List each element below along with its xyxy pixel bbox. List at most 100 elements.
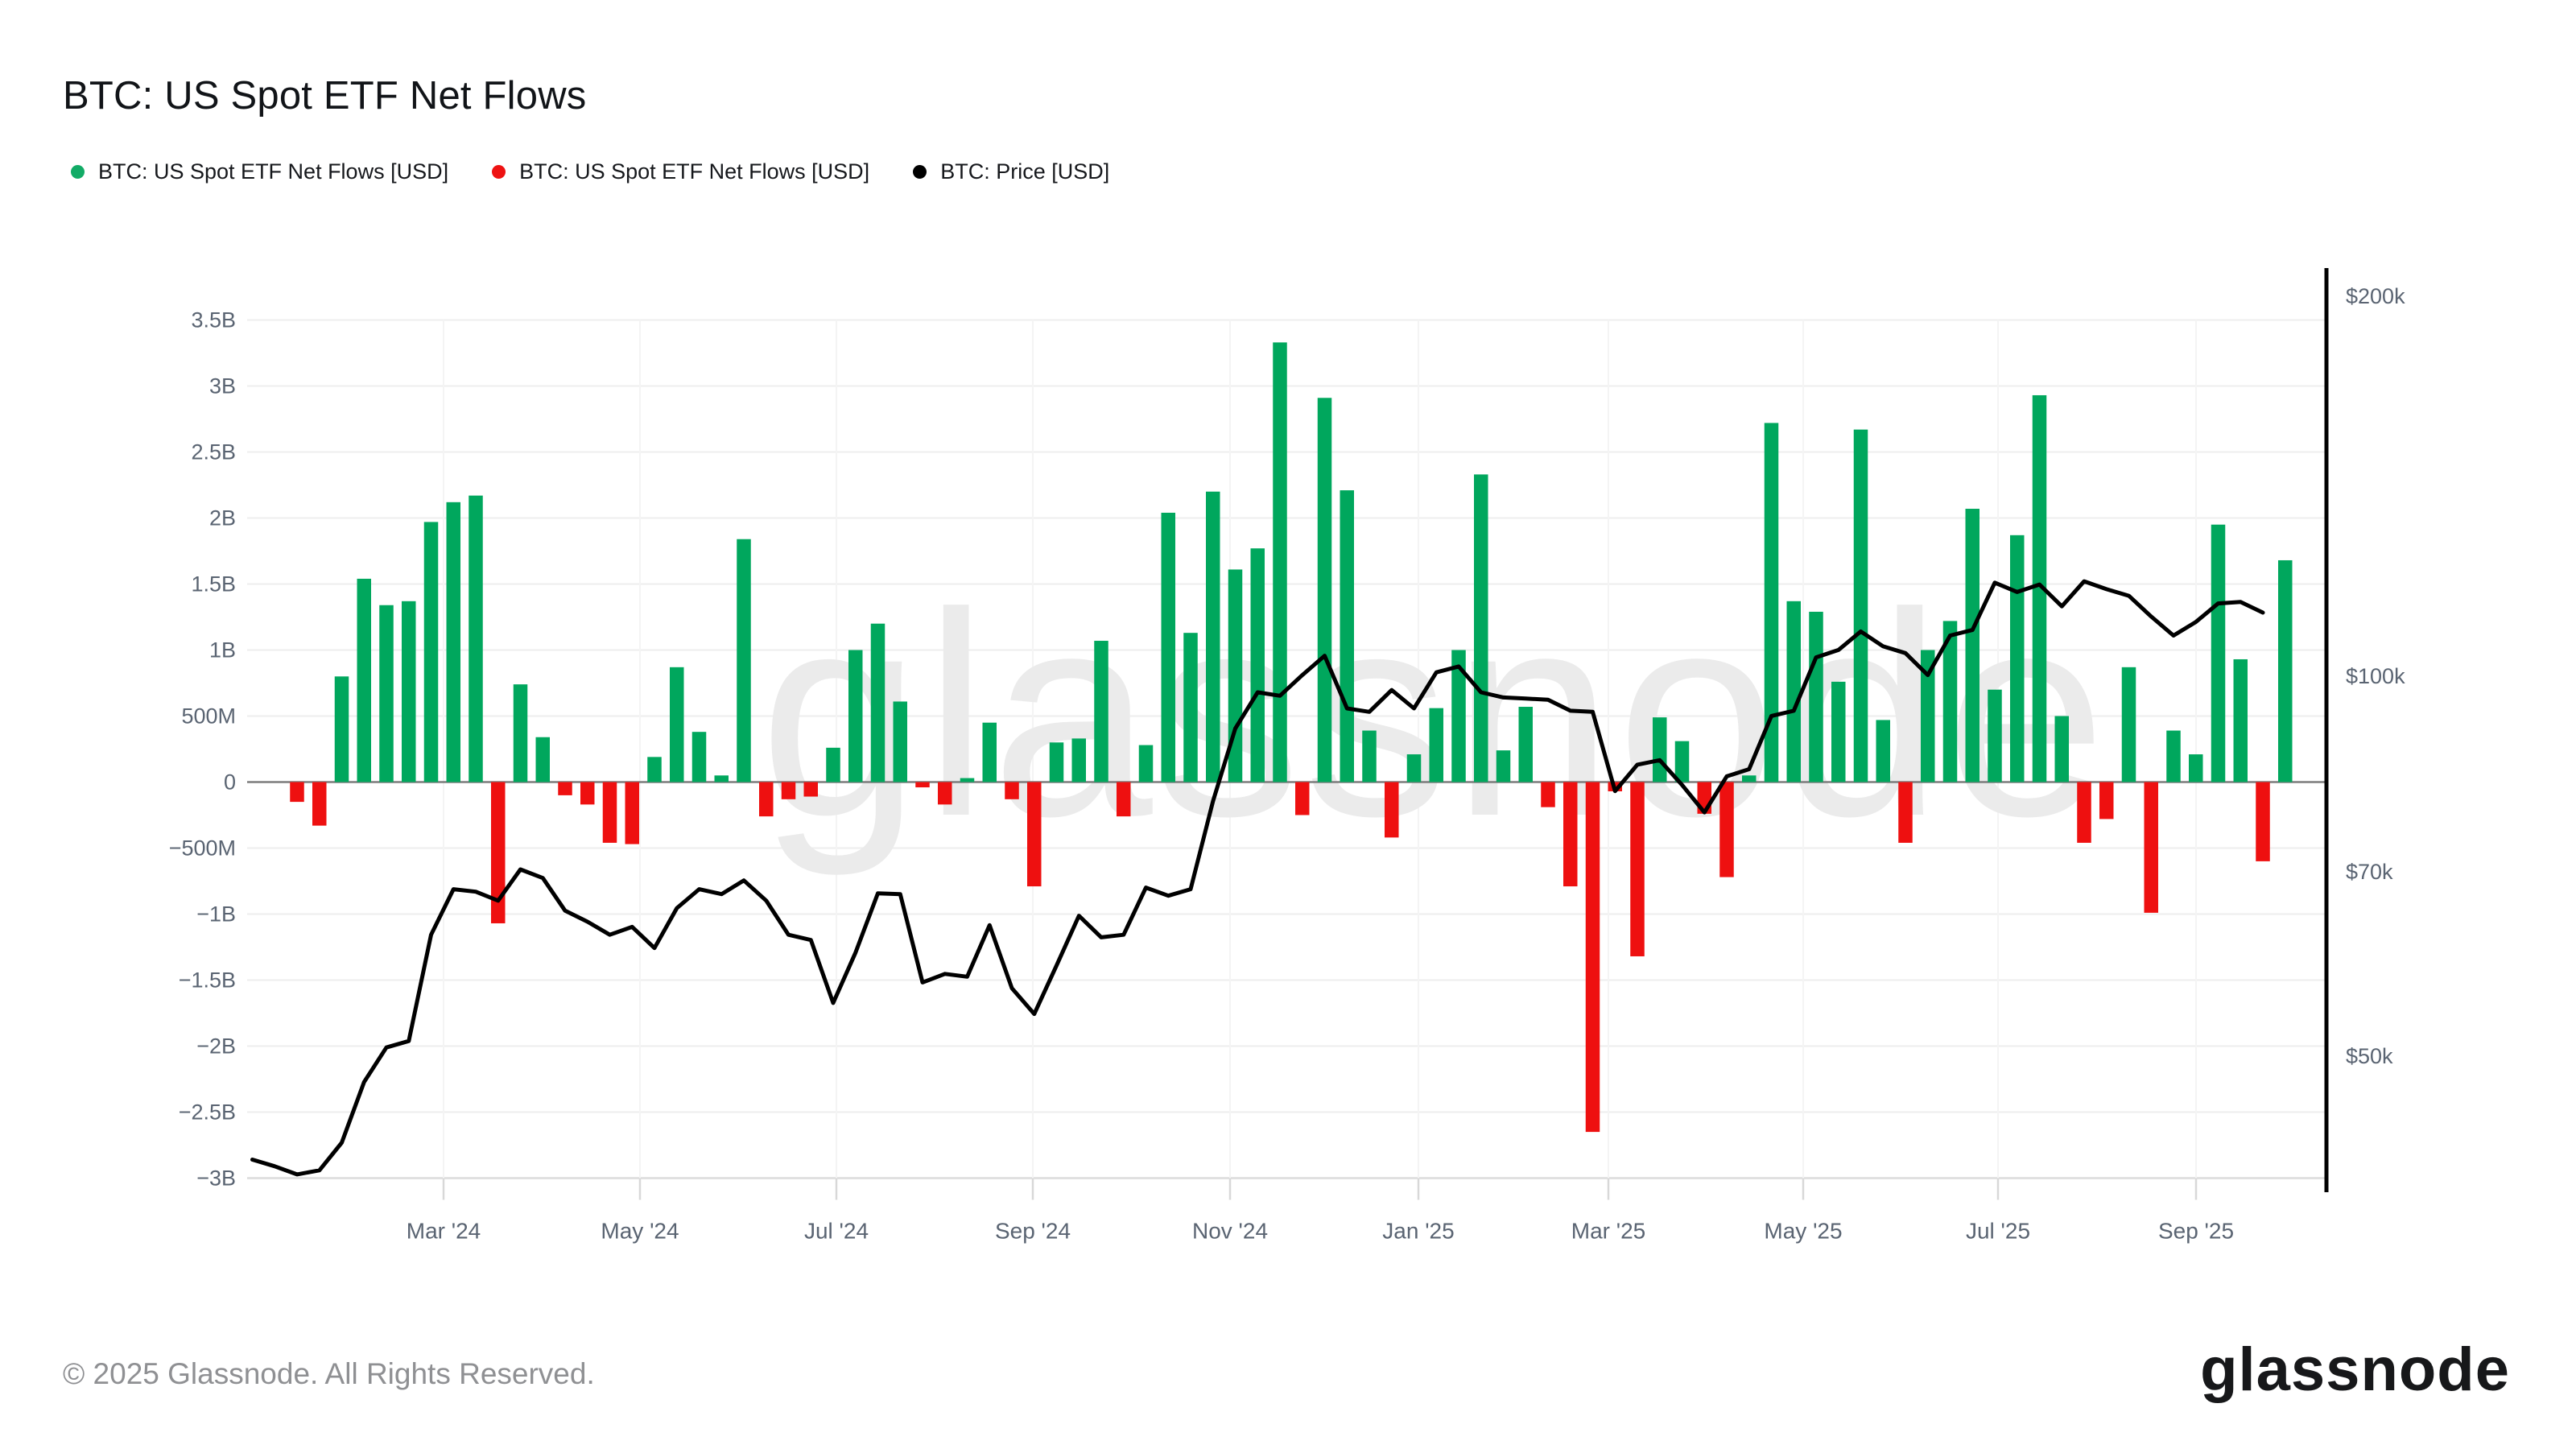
outflow-bar (2099, 782, 2114, 819)
inflow-bar (1786, 601, 1801, 782)
inflow-bar (1653, 717, 1667, 782)
inflow-bar (1518, 707, 1533, 782)
inflow-bar (1362, 730, 1377, 782)
inflow-bar (1831, 681, 1846, 782)
outflow-bar (1630, 782, 1645, 956)
x-tick-label: Sep '24 (995, 1219, 1071, 1244)
x-tick-label: Sep '25 (2158, 1219, 2234, 1244)
outflow-bar (2077, 782, 2091, 843)
inflow-bar (1161, 512, 1175, 782)
inflow-bar (2166, 730, 2181, 782)
inflow-bar (1921, 650, 1935, 782)
outflow-bar (1719, 782, 1734, 877)
inflow-bar (357, 578, 371, 782)
inflow-bar (1228, 569, 1243, 782)
inflow-bar (670, 667, 684, 782)
price-tick-label: $70k (2346, 860, 2393, 884)
inflow-bar (826, 747, 840, 782)
outflow-bar (2256, 782, 2270, 861)
right-axis-labels: $200k $100k $70k $50k (2346, 284, 2405, 1068)
y-tick-label: 500M (181, 704, 236, 729)
outflow-bar (759, 782, 774, 817)
inflow-bar (2121, 667, 2136, 782)
outflow-bar (1563, 782, 1578, 887)
inflow-bar (1853, 429, 1868, 782)
outflow-bar (1295, 782, 1310, 815)
y-tick-label: −3B (196, 1166, 236, 1191)
inflow-bar (2211, 524, 2226, 782)
inflow-bar (1317, 398, 1332, 782)
legend-item-netflows-negative[interactable]: BTC: US Spot ETF Net Flows [USD] (492, 159, 869, 184)
y-tick-label: −500M (169, 836, 236, 861)
inflow-bar (1429, 708, 1443, 782)
inflow-bar (513, 684, 528, 782)
y-tick-label: −1B (196, 902, 236, 927)
x-tick-label: Jan '25 (1382, 1219, 1454, 1244)
inflow-bar (1988, 689, 2002, 782)
x-axis: Mar '24 May '24 Jul '24 Sep '24 Nov '24 Jan '… (407, 1178, 2234, 1244)
inflow-bar (1674, 741, 1690, 782)
outflow-bar (2144, 782, 2158, 913)
inflow-bar (982, 722, 997, 782)
legend-dot-red-icon (492, 165, 506, 179)
outflow-bar (1585, 782, 1600, 1133)
outflow-bar (491, 782, 506, 923)
inflow-bar (1742, 775, 1757, 782)
inflow-bar (2233, 658, 2248, 782)
outflow-bar (558, 782, 572, 795)
inflow-bar (1876, 720, 1890, 782)
outflow-bar (1027, 782, 1042, 887)
y-tick-label: 1.5B (191, 572, 236, 597)
inflow-bar (893, 701, 907, 782)
legend-label: BTC: US Spot ETF Net Flows [USD] (98, 159, 449, 184)
inflow-bar (1340, 490, 1354, 782)
inflow-bar (2189, 754, 2203, 782)
inflow-bar (379, 605, 394, 782)
inflow-bar (446, 502, 460, 782)
y-tick-label: 2.5B (191, 440, 236, 464)
y-tick-label: −2.5B (179, 1100, 236, 1125)
inflow-bar (1496, 750, 1511, 782)
inflow-bar (423, 522, 439, 782)
y-tick-label: −2B (196, 1034, 236, 1059)
legend-item-netflows-positive[interactable]: BTC: US Spot ETF Net Flows [USD] (71, 159, 448, 184)
legend-label: BTC: Price [USD] (940, 159, 1110, 184)
inflow-bar (691, 732, 707, 782)
outflow-bar (781, 782, 796, 799)
outflow-bar (1005, 782, 1019, 799)
inflow-bar (1183, 633, 1198, 782)
inflow-bar (1071, 738, 1086, 782)
inflow-bar (1942, 621, 1958, 782)
outflow-bar (312, 782, 327, 826)
inflow-bar (2278, 559, 2293, 782)
y-tick-label: 2B (209, 506, 236, 530)
copyright-text: © 2025 Glassnode. All Rights Reserved. (63, 1357, 595, 1390)
inflow-bar (714, 775, 729, 782)
y-tick-label: 1B (209, 638, 236, 663)
outflow-bar (915, 782, 930, 788)
x-tick-label: Jul '25 (1966, 1219, 2030, 1244)
inflow-bar (1406, 754, 1422, 782)
inflow-bar (1094, 641, 1108, 782)
x-tick-label: May '24 (601, 1219, 679, 1244)
outflow-bar (1117, 782, 1131, 817)
inflow-bar (2010, 535, 2025, 782)
btc-price-line (250, 579, 2265, 1177)
inflow-bar (1273, 342, 1287, 782)
inflow-bar (1138, 745, 1154, 782)
legend-label: BTC: US Spot ETF Net Flows [USD] (519, 159, 870, 184)
bars-net-flows (290, 342, 2293, 1133)
inflow-bar (1049, 742, 1064, 782)
inflow-bar (535, 737, 550, 782)
price-tick-label: $100k (2346, 664, 2405, 688)
legend-item-btc-price[interactable]: BTC: Price [USD] (913, 159, 1109, 184)
inflow-bar (2054, 716, 2069, 782)
inflow-bar (1206, 491, 1220, 782)
inflow-bar (960, 778, 975, 782)
page-title: BTC: US Spot ETF Net Flows (63, 73, 587, 118)
x-tick-label: Mar '25 (1571, 1219, 1646, 1244)
outflow-bar (1541, 782, 1555, 807)
x-tick-label: May '25 (1764, 1219, 1842, 1244)
